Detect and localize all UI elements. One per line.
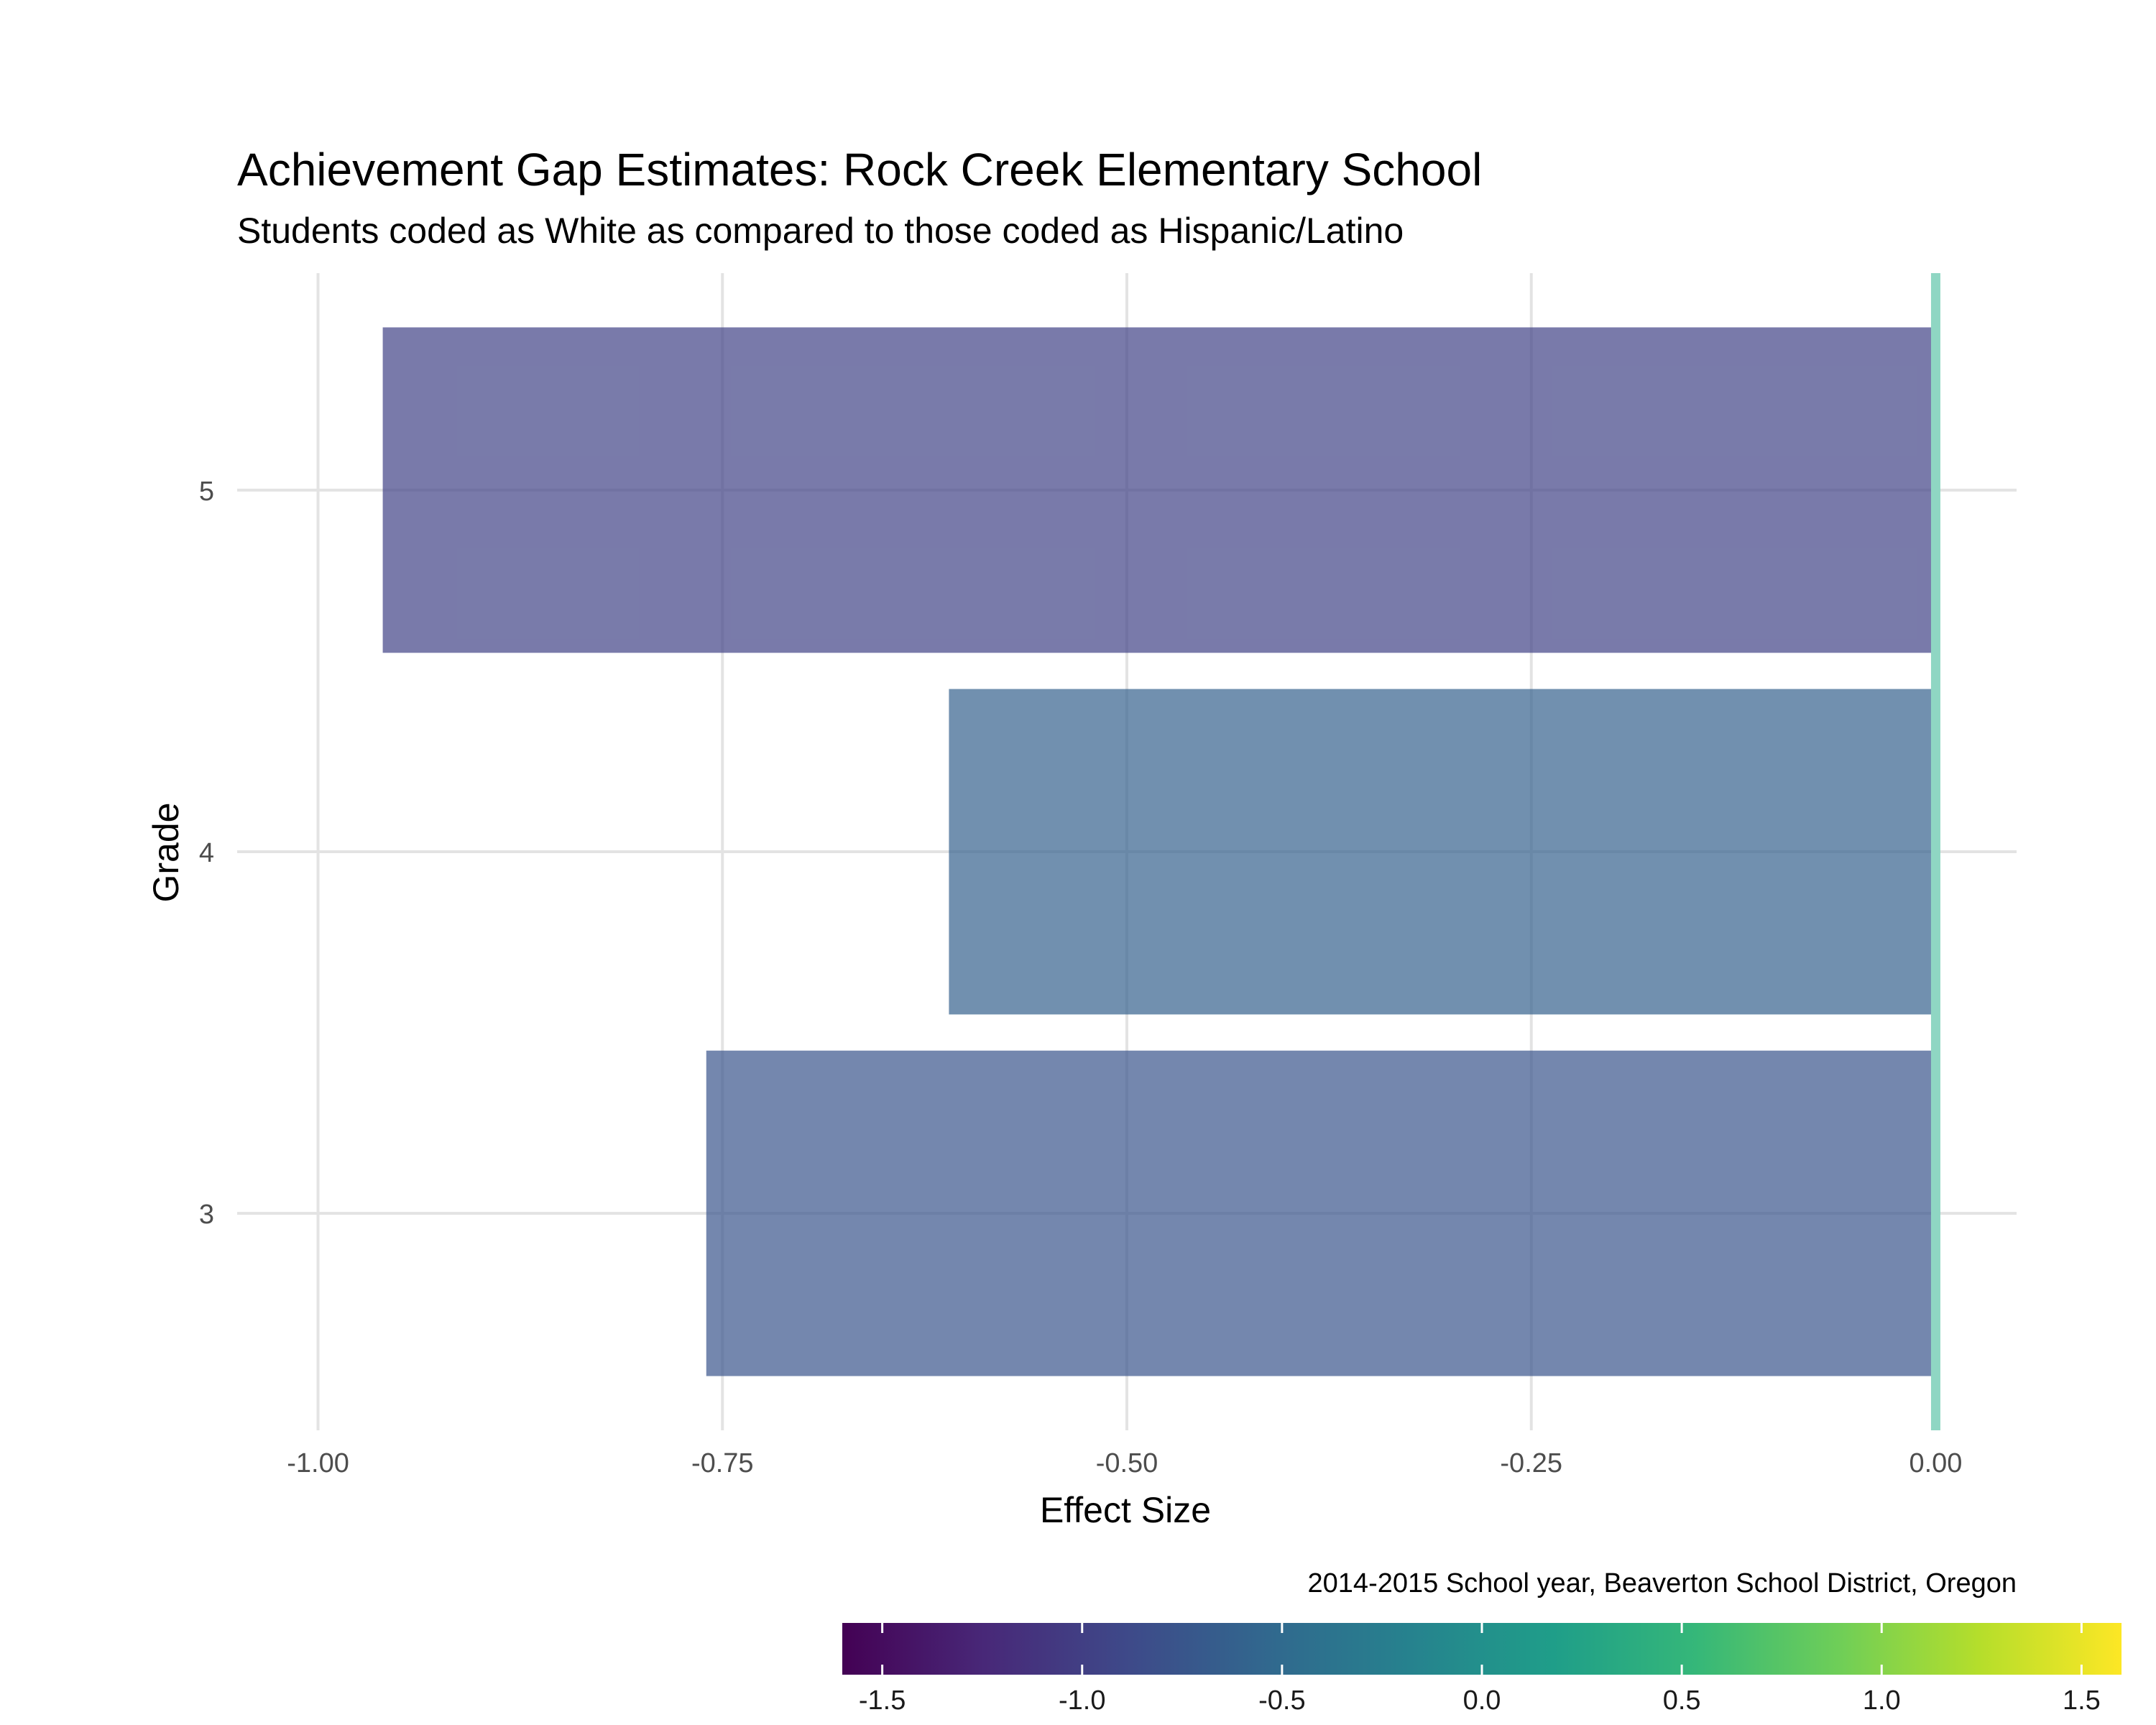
x-tick-label: -1.00 [287, 1448, 349, 1478]
colorbar-ticks: -1.5 -1.0 -0.5 0.0 0.5 1.0 1.5 [859, 1623, 2101, 1716]
colorbar-tick-label: -1.5 [859, 1685, 906, 1716]
colorbar-tick-label: 1.0 [1863, 1685, 1901, 1716]
y-tick-label: 5 [199, 477, 214, 507]
x-axis-title: Effect Size [1040, 1490, 1211, 1530]
chart-caption: 2014-2015 School year, Beaverton School … [1308, 1568, 2017, 1598]
bar-grade-4 [949, 689, 1936, 1015]
chart-title: Achievement Gap Estimates: Rock Creek El… [237, 144, 1482, 196]
x-tick-label: -0.25 [1500, 1448, 1562, 1478]
colorbar-tick-label: 1.5 [2063, 1685, 2101, 1716]
bar-grade-3 [706, 1050, 1936, 1376]
y-tick-label: 3 [199, 1200, 214, 1230]
y-tick-label: 4 [199, 838, 214, 868]
x-tick-labels: -1.00 -0.75 -0.50 -0.25 0.00 [287, 1448, 1962, 1478]
y-axis-title: Grade [146, 803, 186, 903]
bars [382, 327, 1936, 1376]
colorbar-tick-label: 0.5 [1663, 1685, 1701, 1716]
bar-grade-5 [382, 327, 1936, 653]
colorbar-tick-label: 0.0 [1463, 1685, 1501, 1716]
chart-subtitle: Students coded as White as compared to t… [237, 211, 1404, 251]
x-tick-label: -0.75 [691, 1448, 754, 1478]
x-tick-label: 0.00 [1909, 1448, 1962, 1478]
colorbar-tick-label: -0.5 [1258, 1685, 1305, 1716]
y-tick-labels: 3 4 5 [199, 477, 214, 1230]
colorbar-tick-label: -1.0 [1059, 1685, 1105, 1716]
colorbar-legend: -1.5 -1.0 -0.5 0.0 0.5 1.0 1.5 [842, 1623, 2122, 1716]
x-tick-label: -0.50 [1096, 1448, 1158, 1478]
